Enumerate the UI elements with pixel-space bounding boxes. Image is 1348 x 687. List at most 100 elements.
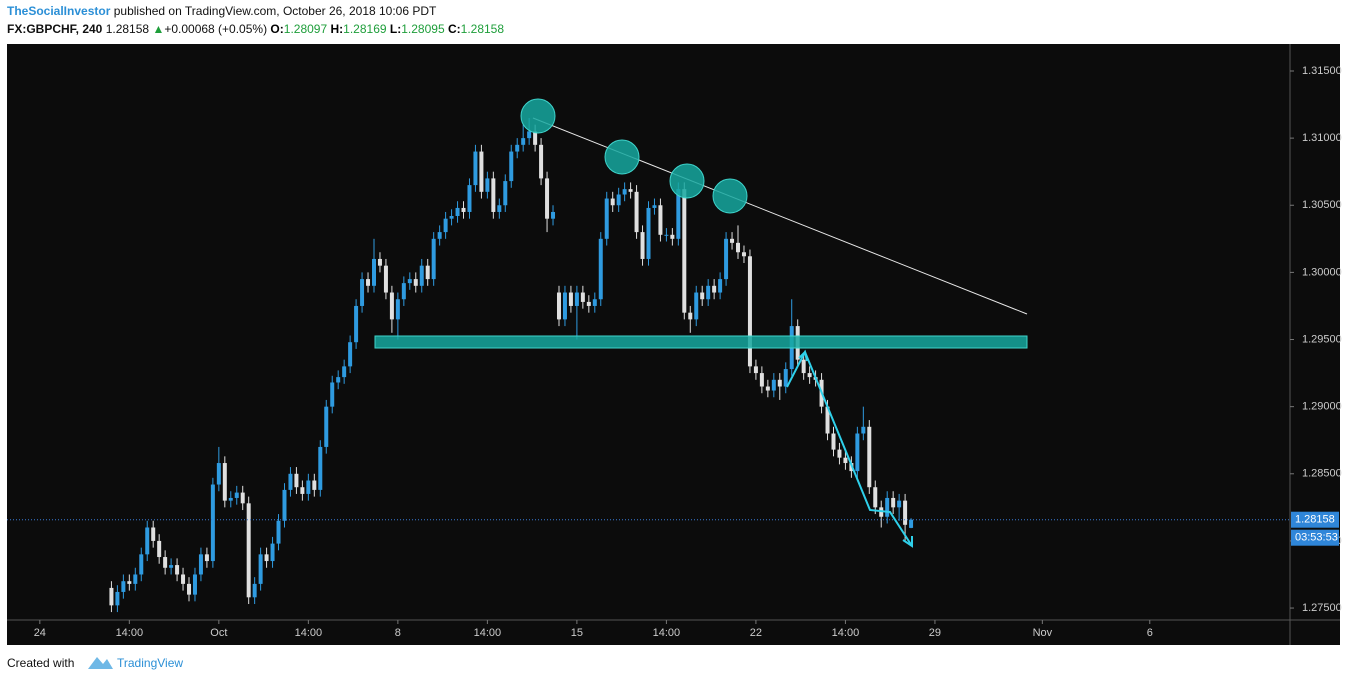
candle-body xyxy=(366,279,371,286)
candle-body xyxy=(187,583,192,595)
candle-body xyxy=(425,265,430,280)
candle-body xyxy=(747,256,752,367)
y-tick-label: 1.30000 xyxy=(1302,266,1342,278)
candle-body xyxy=(252,583,257,598)
candle-body xyxy=(753,366,758,374)
candle-body xyxy=(276,520,281,544)
candle-body xyxy=(765,386,770,391)
candle-body xyxy=(736,242,741,253)
candle-body xyxy=(360,279,365,306)
x-tick-label: 15 xyxy=(571,627,583,639)
candle-body xyxy=(389,292,394,320)
candle-body xyxy=(216,463,221,485)
y-tick-label: 1.31000 xyxy=(1302,132,1342,144)
candle-body xyxy=(640,232,645,259)
arrow-head xyxy=(798,350,808,362)
candle-body xyxy=(885,497,890,517)
candle-body xyxy=(515,144,520,152)
candle-body xyxy=(610,198,615,206)
candle-body xyxy=(228,497,233,501)
candle-body xyxy=(240,492,245,504)
candle-body xyxy=(312,480,317,490)
candle-body xyxy=(497,205,502,212)
candle-body xyxy=(443,218,448,233)
candle-body xyxy=(163,557,168,568)
candle-body xyxy=(831,433,836,450)
candle-body xyxy=(580,292,585,302)
candle-body xyxy=(777,379,782,387)
y-tick-label: 1.27500 xyxy=(1302,602,1342,614)
last: 1.28158 xyxy=(106,22,150,36)
candle-body xyxy=(491,178,496,212)
l-label: L: xyxy=(390,22,401,36)
candle-body xyxy=(401,283,406,300)
candle-body xyxy=(282,489,287,521)
candle-body xyxy=(730,238,735,243)
candle-body xyxy=(485,178,490,192)
candle-body xyxy=(437,232,442,239)
plot: 1.275001.280001.285001.290001.295001.300… xyxy=(7,65,1342,639)
candle-body xyxy=(574,292,579,306)
h: 1.28169 xyxy=(343,22,387,36)
author[interactable]: TheSocialInvestor xyxy=(7,4,111,18)
candle-body xyxy=(395,299,400,320)
created: Created with xyxy=(7,656,74,670)
candle-body xyxy=(861,426,866,434)
candle-body xyxy=(807,373,812,378)
candle-body xyxy=(348,342,353,367)
x-tick-label: 14:00 xyxy=(116,627,144,639)
top-marker xyxy=(520,98,556,134)
candle-body xyxy=(551,211,556,219)
candle-body xyxy=(909,519,914,528)
candle-body xyxy=(873,487,878,508)
candle-body xyxy=(204,554,209,562)
candle-body xyxy=(479,151,484,192)
candle-body xyxy=(562,292,567,320)
change: +0.00068 (+0.05%) xyxy=(164,22,267,36)
candle-body xyxy=(676,189,681,239)
symbol-line: FX:GBPCHF, 240 1.28158 ▲+0.00068 (+0.05%… xyxy=(7,22,504,36)
countdown-box xyxy=(1291,529,1339,546)
candle-body xyxy=(324,406,329,447)
countdown: 03:53:53 xyxy=(1295,532,1338,544)
candle-body xyxy=(718,279,723,293)
candle-body xyxy=(759,373,764,387)
arrow: ▲ xyxy=(152,22,164,36)
x-tick-label: 14:00 xyxy=(295,627,323,639)
candle-body xyxy=(431,238,436,280)
candle-body xyxy=(157,540,162,558)
candle-body xyxy=(145,527,150,555)
candle-body xyxy=(843,457,848,464)
candle-body xyxy=(222,463,227,501)
h-label: H: xyxy=(331,22,344,36)
y-tick-label: 1.30500 xyxy=(1302,199,1342,211)
candle-body xyxy=(330,382,335,407)
candle-body xyxy=(115,591,120,606)
candle-body xyxy=(867,426,872,488)
candle-body xyxy=(509,151,514,182)
candle-body xyxy=(891,497,896,508)
brand[interactable]: TradingView xyxy=(117,656,183,670)
candle-body xyxy=(407,279,412,284)
candle-body xyxy=(121,581,126,592)
candle-body xyxy=(139,554,144,575)
candle-body xyxy=(712,285,717,293)
candle-body xyxy=(855,433,860,472)
candle-body xyxy=(300,487,305,494)
candle-body xyxy=(592,299,597,306)
last-price-label: 1.28158 xyxy=(1295,514,1335,526)
candle-body xyxy=(556,292,561,320)
candle-body xyxy=(210,484,215,562)
candle-body xyxy=(533,131,538,145)
candle-body xyxy=(151,527,156,541)
candle-body xyxy=(383,265,388,293)
candle-body xyxy=(897,500,902,508)
candle-body xyxy=(724,238,729,280)
candle-body xyxy=(473,151,478,186)
candle-body xyxy=(306,480,311,494)
x-tick-label: 14:00 xyxy=(474,627,502,639)
candle-body xyxy=(270,543,275,562)
candle-body xyxy=(682,189,687,313)
candle-body xyxy=(109,587,114,606)
symbol: FX:GBPCHF, 240 xyxy=(7,22,103,36)
